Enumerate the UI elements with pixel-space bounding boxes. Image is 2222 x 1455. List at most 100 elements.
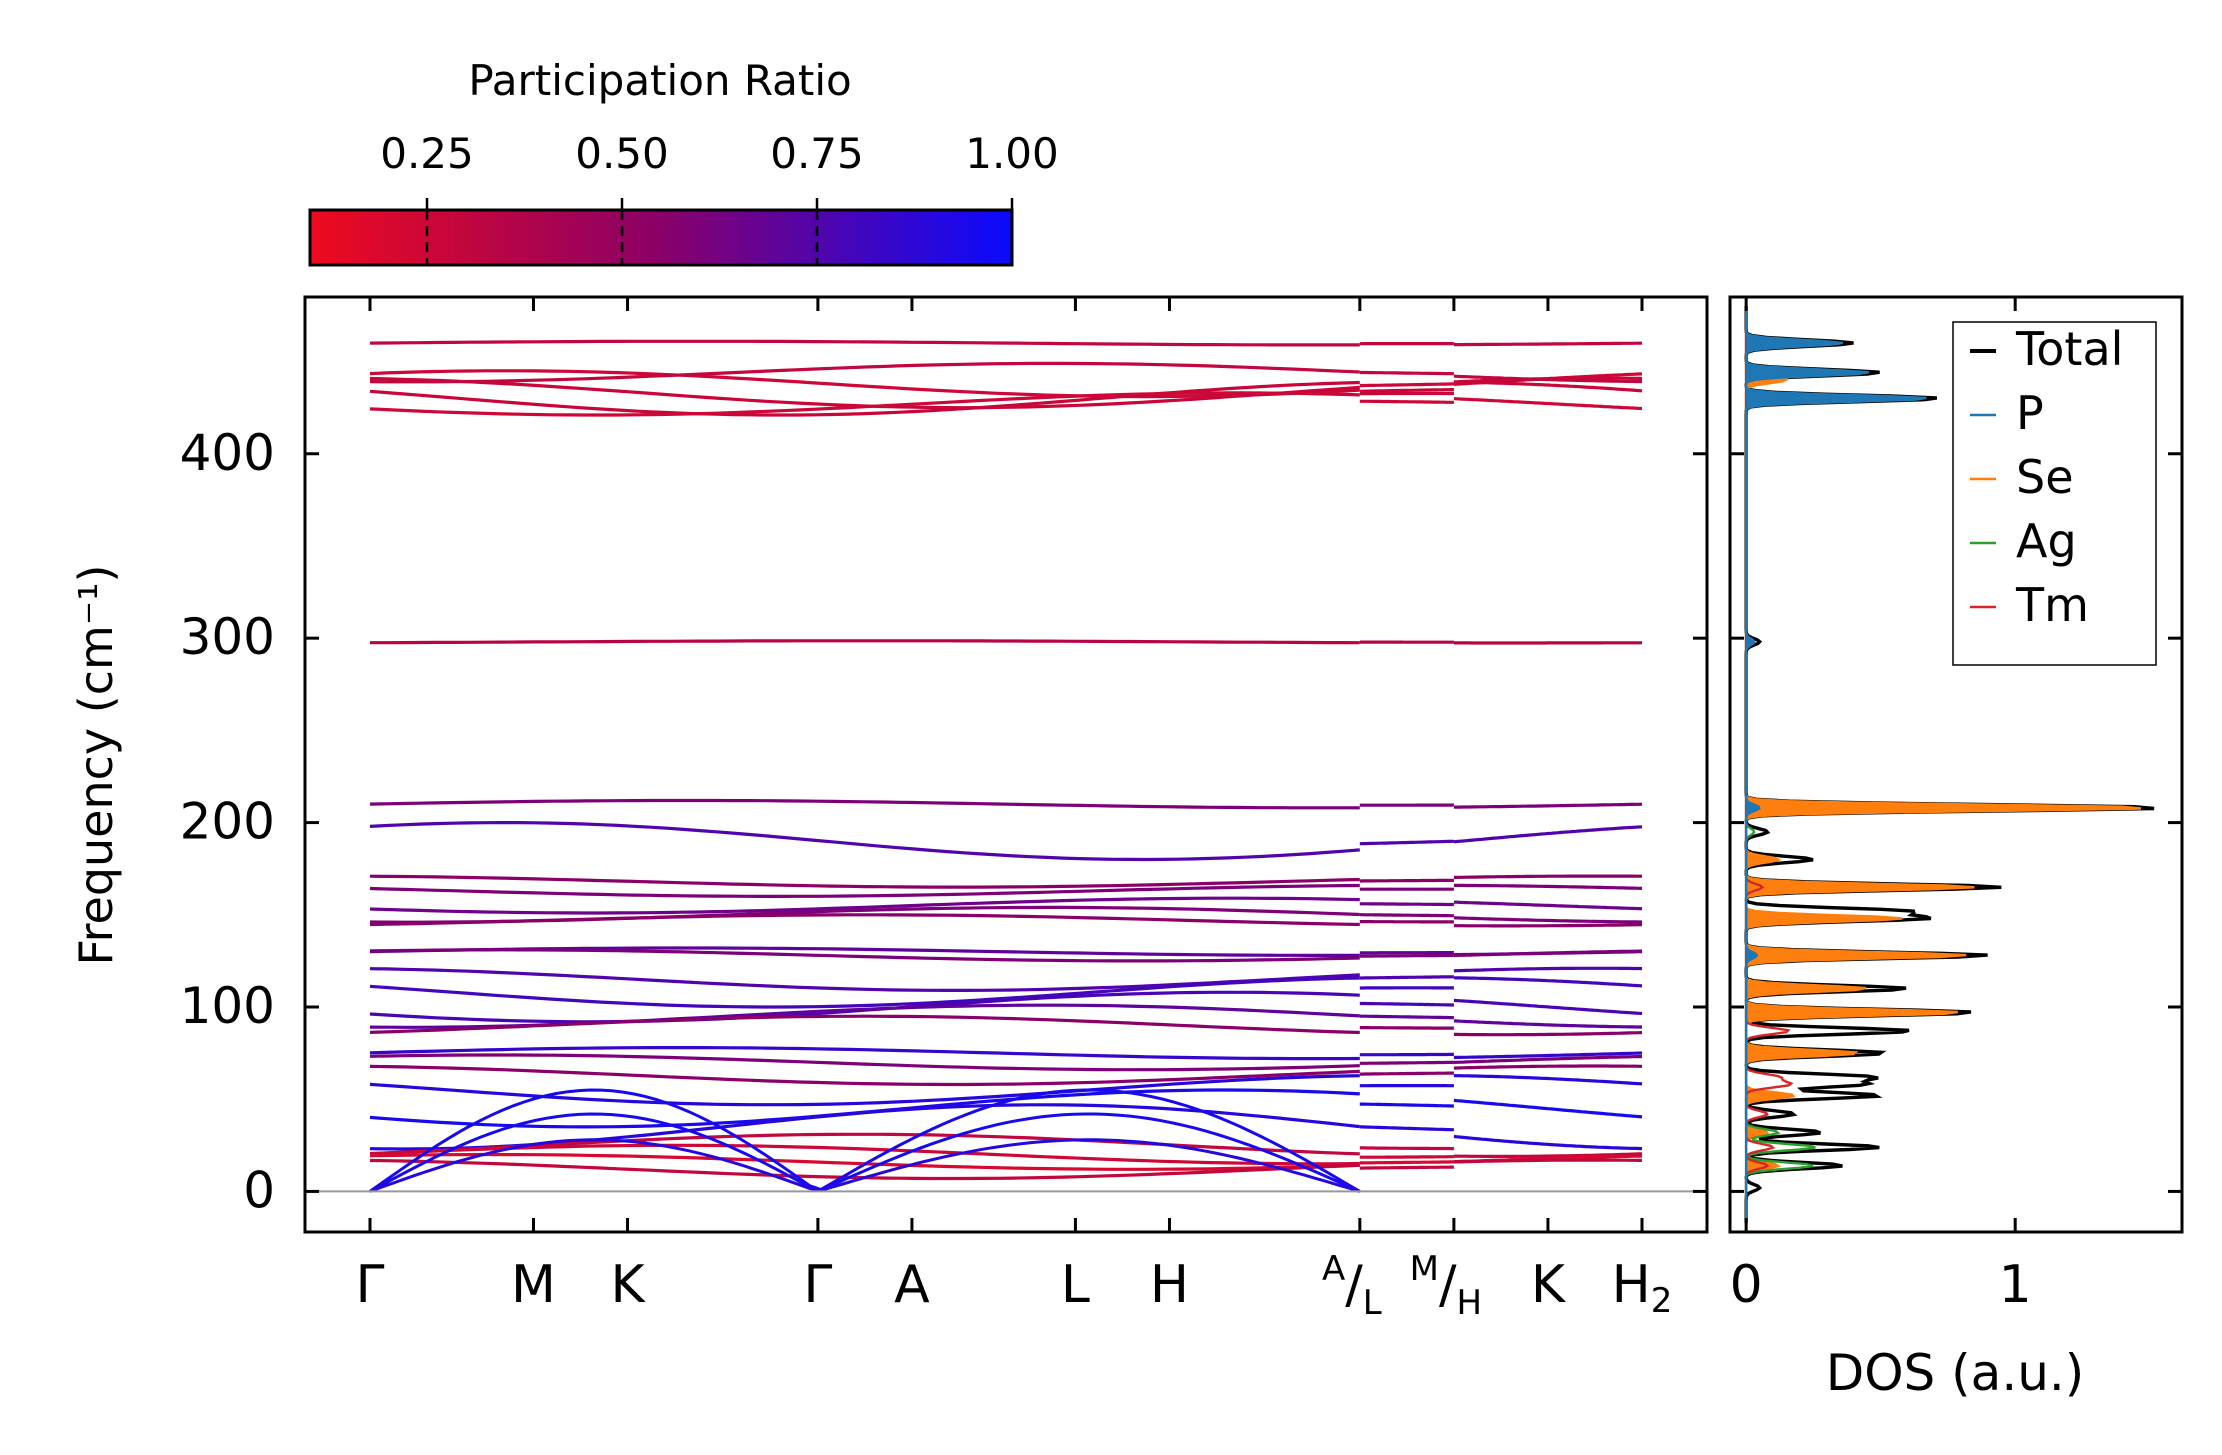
phonon-band [1453,1031,1643,1037]
phonon-band [1453,397,1643,411]
phonon-band [369,339,1360,347]
phonon-band [1359,1102,1454,1108]
x-tick-label: K [610,1255,646,1315]
phonon-band [1453,916,1642,924]
phonon-band [1453,900,1643,911]
dos-x-axis-label: DOS (a.u.) [1826,1344,2085,1402]
phonon-band [369,821,1360,862]
x-tick-label: M/H [1410,1249,1482,1323]
phonon-band [1359,1146,1454,1151]
legend-entry: Tm [2015,578,2089,632]
x-tick-label: H2 [1612,1255,1673,1321]
phonon-band [369,361,1360,384]
phonon-band [369,1046,1360,1061]
phonon-band [369,798,1360,810]
phonon-band [1359,839,1454,846]
dos-plot-frame [1728,295,2184,1234]
x-tick-label: K [1531,1255,1567,1315]
phonon-band [1359,1060,1454,1065]
legend-entry: P [2016,386,2044,440]
phonon-band [1359,388,1454,393]
x-tick-label: M [511,1255,556,1315]
phonon-band [1453,1074,1643,1086]
phonon-band [1453,825,1643,844]
y-tick-label: 400 [180,424,275,482]
band-plot-frame [303,295,1709,1234]
phonon-band [369,883,1360,898]
phonon-band [369,380,1360,417]
phonon-band [1359,878,1454,883]
phonon-band [1453,883,1643,890]
phonon-band [370,639,1360,645]
phonon-band [1359,953,1454,958]
phonon-band [1453,949,1643,958]
phonon-band [369,369,1360,399]
phonon-band [369,913,1360,927]
phonon-band [1359,1155,1454,1159]
dos-lines [1744,306,2155,1223]
colorbar-tick-label: 0.25 [380,129,474,178]
phonon-band [369,967,1360,992]
phonon-band [1359,370,1454,376]
phonon-band [1359,1071,1454,1076]
phonon-band [1453,998,1643,1016]
x-tick-label: Γ [356,1255,385,1315]
phonon-band [369,391,1360,417]
phonon-band [1453,923,1642,928]
legend-entry: Ag [2016,514,2077,568]
legend: Total P Se Ag Tm [1952,321,2157,666]
acoustic-band [369,1138,1361,1193]
colorbar-tick-label: 1.00 [965,129,1059,178]
phonon-band [1359,1165,1454,1170]
colorbar-label: Participation Ratio [468,56,851,105]
x-tick-label: A [894,1255,930,1315]
colorbar-tick-label: 0.75 [770,129,864,178]
band-y-axis: 0 100 200 300 400 [180,424,1707,1219]
dos-line-p [1744,306,1927,1223]
phonon-band [1359,1125,1454,1132]
phonon-band [369,1014,1360,1035]
legend-entry: Se [2016,450,2074,504]
colorbar: Participation Ratio 0.25 0.50 0.75 1.00 [308,56,1059,267]
dos-x-tick-label: 1 [1999,1255,2032,1315]
phonon-band [369,896,1360,915]
phonon-band [1359,1026,1454,1030]
phonon-band [1359,382,1454,388]
x-tick-label: A/L [1322,1249,1382,1323]
x-tick-label: H [1150,1255,1189,1315]
acoustic-band [369,1112,1361,1193]
phonon-band [1359,1014,1454,1020]
phonon-band [1453,341,1642,347]
y-tick-label: 100 [180,977,275,1035]
phonon-band [1359,1001,1454,1007]
phonon-band [1453,976,1643,988]
phonon-band [1359,913,1454,918]
phonon-band [369,1074,1360,1107]
phonon-band [1453,802,1643,809]
phonon-band [1359,975,1454,980]
dos-line-tm [1744,306,1794,1223]
phonon-band [1453,1051,1643,1060]
phonon-band [369,1064,1360,1087]
phonon-band [1453,374,1643,384]
phonon-band [1359,1160,1454,1165]
phonon-band [1453,1158,1642,1164]
y-tick-label: 200 [180,793,275,851]
phonon-band [369,976,1360,1009]
band-x-axis: Γ M K Γ A L H A/LM/H K H2 [356,297,1673,1323]
colorbar-tick-label: 0.50 [575,129,669,178]
phonon-band [369,1143,1360,1166]
x-tick-label: Γ [803,1255,832,1315]
band-lines [369,339,1643,1193]
y-tick-label: 0 [243,1161,275,1219]
phonon-band [1453,1134,1643,1151]
y-tick-label: 300 [180,608,275,666]
phonon-band [1453,1098,1643,1119]
legend-entry: Total [2015,322,2123,376]
phonon-band [1359,399,1454,404]
dos-y-ticks [1730,452,2182,1193]
phonon-band [1453,1054,1643,1064]
y-axis-label: Frequency (cm⁻¹) [69,565,123,966]
